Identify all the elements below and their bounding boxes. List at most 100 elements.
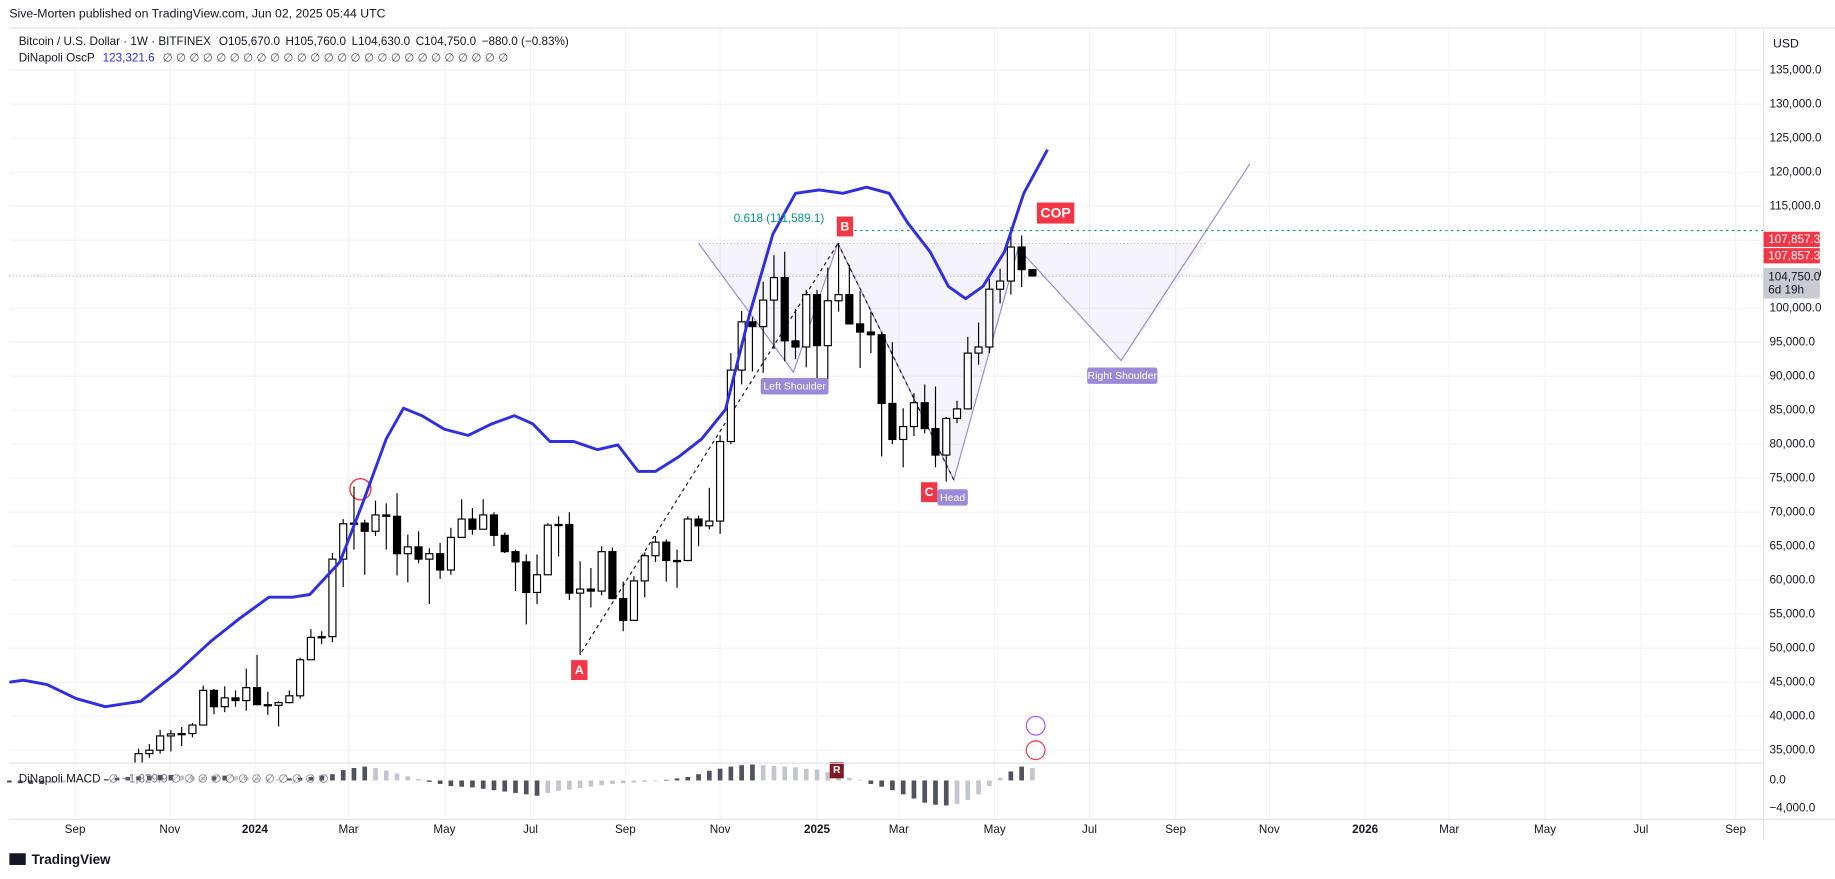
shoulder-box	[760, 378, 829, 395]
candle-body	[909, 402, 919, 428]
osc-name: DiNapoli OscP	[19, 52, 95, 65]
candle-body	[209, 689, 219, 708]
macd-bar	[437, 780, 443, 784]
macd-bar	[685, 776, 691, 781]
macd-bar	[717, 768, 723, 781]
macd-inputs: ∅ −1,829.9 ∅ ∅ ∅ ∅ ∅ ∅ ∅ ∅ ∅ ∅ ∅ ∅	[108, 773, 328, 786]
symbol: Bitcoin / U.S. Dollar · 1W · BITFINEX	[19, 35, 211, 48]
candle-body	[586, 588, 595, 592]
osc-legend: DiNapoli OscP 123,321.6 ∅ ∅ ∅ ∅ ∅ ∅ ∅ ∅ …	[19, 52, 509, 65]
macd-bar	[965, 780, 971, 800]
x-tick-label: Mar	[339, 823, 359, 836]
shoulder-box	[1087, 367, 1158, 384]
candle-body	[188, 724, 197, 735]
y-tick-label: 60,000.0	[1769, 573, 1815, 586]
head-box	[937, 489, 968, 506]
macd-bar	[599, 780, 604, 786]
macd-bar	[308, 776, 314, 781]
oscillator-line	[9, 148, 1049, 709]
marker-circle	[349, 478, 372, 501]
candle-body	[931, 428, 940, 456]
candle-body	[425, 553, 434, 560]
macd-bar	[405, 776, 411, 781]
macd-bar	[771, 765, 777, 781]
macd-bar	[846, 777, 852, 781]
candle-body	[716, 440, 725, 522]
y-tick-label: 65,000.0	[1769, 539, 1815, 552]
currency: USD	[1773, 37, 1799, 51]
x-tick-label: Sep	[615, 823, 636, 836]
macd-bar	[297, 777, 303, 781]
candle-body	[812, 294, 822, 347]
ohlc-key: C	[416, 35, 424, 48]
macd-bar	[567, 780, 572, 790]
candle-body	[479, 514, 488, 530]
candle-body	[629, 580, 639, 621]
macd-bar	[782, 766, 788, 781]
macd-bar	[243, 776, 249, 781]
alert-box	[1763, 248, 1820, 264]
candle-body	[802, 294, 811, 348]
ohlc-value: 104,630.0	[358, 35, 410, 48]
candle-body	[1006, 246, 1015, 282]
macd-bar	[427, 780, 432, 782]
candle-body	[1017, 246, 1026, 271]
alert-price: 107,857.3	[1768, 249, 1820, 262]
candle-body	[263, 704, 272, 707]
ohlc-value: 104,750.0	[424, 35, 476, 48]
osc-inputs: ∅ ∅ ∅ ∅ ∅ ∅ ∅ ∅ ∅ ∅ ∅ ∅ ∅ ∅ ∅ ∅ ∅ ∅ ∅ ∅ …	[163, 52, 509, 65]
candle-body	[866, 331, 875, 336]
candle-body	[662, 541, 671, 562]
last-price: 104,750.0	[1768, 270, 1820, 283]
candle-body	[371, 514, 380, 532]
macd-bar	[793, 767, 798, 781]
candle-body	[242, 687, 251, 702]
y-tick-label: 125,000.0	[1769, 131, 1821, 144]
x-tick-label: Mar	[889, 823, 909, 836]
y-tick-label: 40,000.0	[1769, 709, 1815, 722]
point-box	[571, 660, 588, 681]
point-label: C	[925, 485, 934, 499]
candle-body	[780, 277, 789, 342]
published: Sive-Morten published on TradingView.com…	[9, 6, 385, 20]
candle-body	[328, 558, 337, 638]
macd-bar	[351, 767, 357, 781]
macd-bar	[147, 775, 152, 781]
macd-bar	[383, 770, 389, 781]
countdown: 6d 19h	[1768, 283, 1804, 296]
macd-bar	[631, 780, 637, 783]
macd-pane	[7, 764, 1035, 806]
macd-bar	[157, 774, 163, 781]
candle-body	[576, 588, 585, 594]
candle-body	[166, 733, 175, 737]
point-box	[836, 216, 854, 237]
macd-bar	[750, 764, 755, 781]
x-tick-label: Sep	[65, 823, 86, 836]
candle-body	[317, 636, 326, 639]
badge-label: R	[833, 764, 841, 776]
candle-body	[608, 551, 617, 600]
x-tick-label: Jul	[1082, 823, 1097, 836]
macd-bar	[276, 779, 281, 781]
cop-label: COP	[1040, 204, 1070, 220]
y-tick-label: 55,000.0	[1769, 607, 1815, 620]
candle-body	[565, 523, 574, 594]
macd-bar	[211, 776, 217, 781]
candle-body	[360, 522, 369, 532]
candle-body	[1028, 269, 1037, 277]
y-tick-label: 85,000.0	[1769, 403, 1815, 416]
macd-bar	[933, 780, 938, 805]
macd-bar	[7, 780, 12, 783]
macd-bar	[739, 765, 744, 781]
point-label: A	[575, 663, 584, 677]
footer: TradingView	[32, 852, 111, 867]
shoulder-label: Right Shoulder	[1088, 370, 1158, 382]
macd-bar	[179, 775, 185, 781]
candle-body	[156, 735, 165, 751]
x-tick-label: May	[433, 823, 455, 836]
x-tick-label: Nov	[1259, 823, 1280, 836]
candle-body	[856, 323, 865, 333]
shoulder-label: Left Shoulder	[763, 381, 826, 393]
candle-body	[974, 346, 983, 354]
